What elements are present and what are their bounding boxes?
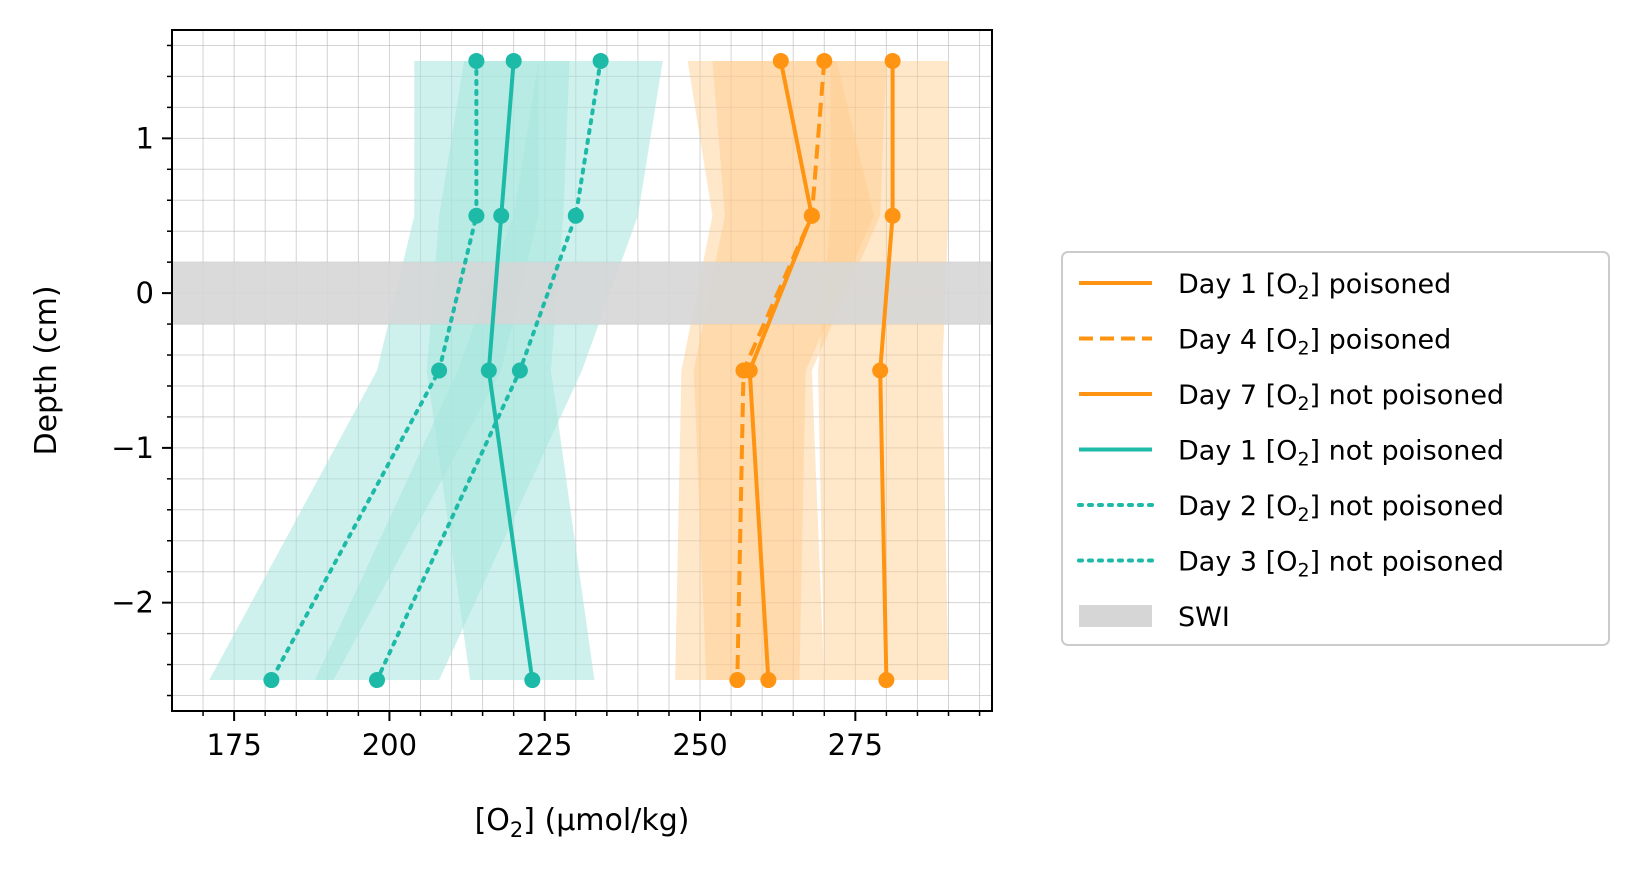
series-points (263, 52, 901, 689)
y-tick-label: 1 (136, 121, 154, 155)
data-point (816, 52, 833, 69)
axis-ticks: 175 200 225 250 275 −2 −1 0 1 (111, 44, 981, 762)
uncertainty-band-2 (693, 60, 887, 681)
data-point (872, 362, 889, 379)
data-point (760, 672, 777, 689)
data-point (431, 362, 448, 379)
legend-swatch-swi (1079, 605, 1152, 627)
data-point (878, 672, 895, 689)
y-tick-label: −1 (111, 431, 154, 465)
x-tick-label: 275 (828, 728, 883, 762)
series-line-4 (486, 60, 535, 681)
uncertainty-band-5 (209, 60, 539, 681)
swi-rect (172, 262, 992, 325)
x-tick-label: 175 (206, 728, 261, 762)
data-point (480, 362, 497, 379)
swi-band (172, 262, 992, 325)
data-point (884, 207, 901, 224)
data-point (468, 207, 485, 224)
uncertainty-band-1 (675, 60, 874, 681)
legend-label: Day 2 [O2] not poisoned (1178, 491, 1504, 526)
legend-label: Day 7 [O2] not poisoned (1178, 380, 1504, 415)
y-tick-label: 0 (136, 276, 154, 310)
series-line-1 (747, 60, 814, 681)
x-tick-label: 225 (517, 728, 572, 762)
data-point (505, 52, 522, 69)
legend: Day 1 [O2] poisoned Day 4 [O2] poisoned Da… (1061, 251, 1610, 646)
data-point (567, 207, 584, 224)
data-point (735, 362, 752, 379)
data-point (263, 672, 280, 689)
x-axis-title: [O2] (µmol/kg) (475, 803, 690, 842)
series-line-3 (878, 60, 895, 681)
series-line-2 (735, 60, 827, 681)
legend-label: Day 3 [O2] not poisoned (1178, 547, 1504, 582)
y-tick-label: −2 (111, 586, 154, 620)
data-point (369, 672, 385, 689)
legend-box (1061, 251, 1610, 646)
plot-frame (171, 29, 993, 712)
legend-label: Day 4 [O2] poisoned (1178, 325, 1451, 360)
data-point (772, 52, 789, 69)
data-point (511, 362, 528, 379)
data-point (493, 207, 510, 224)
data-point (468, 52, 485, 69)
legend-label: Day 1 [O2] not poisoned (1178, 436, 1504, 471)
series-line-5 (269, 58, 479, 683)
legend-label-swi: SWI (1178, 602, 1230, 633)
legend-label: Day 1 [O2] poisoned (1178, 269, 1451, 304)
data-point (884, 52, 901, 69)
series-line-6 (375, 58, 603, 683)
data-point (803, 207, 820, 224)
y-axis-title: Depth (cm) (29, 285, 64, 455)
series-lines (269, 58, 895, 683)
x-tick-label: 200 (362, 728, 417, 762)
data-point (729, 672, 746, 689)
data-point (592, 52, 609, 69)
x-tick-label: 250 (672, 728, 727, 762)
data-point (524, 672, 541, 689)
